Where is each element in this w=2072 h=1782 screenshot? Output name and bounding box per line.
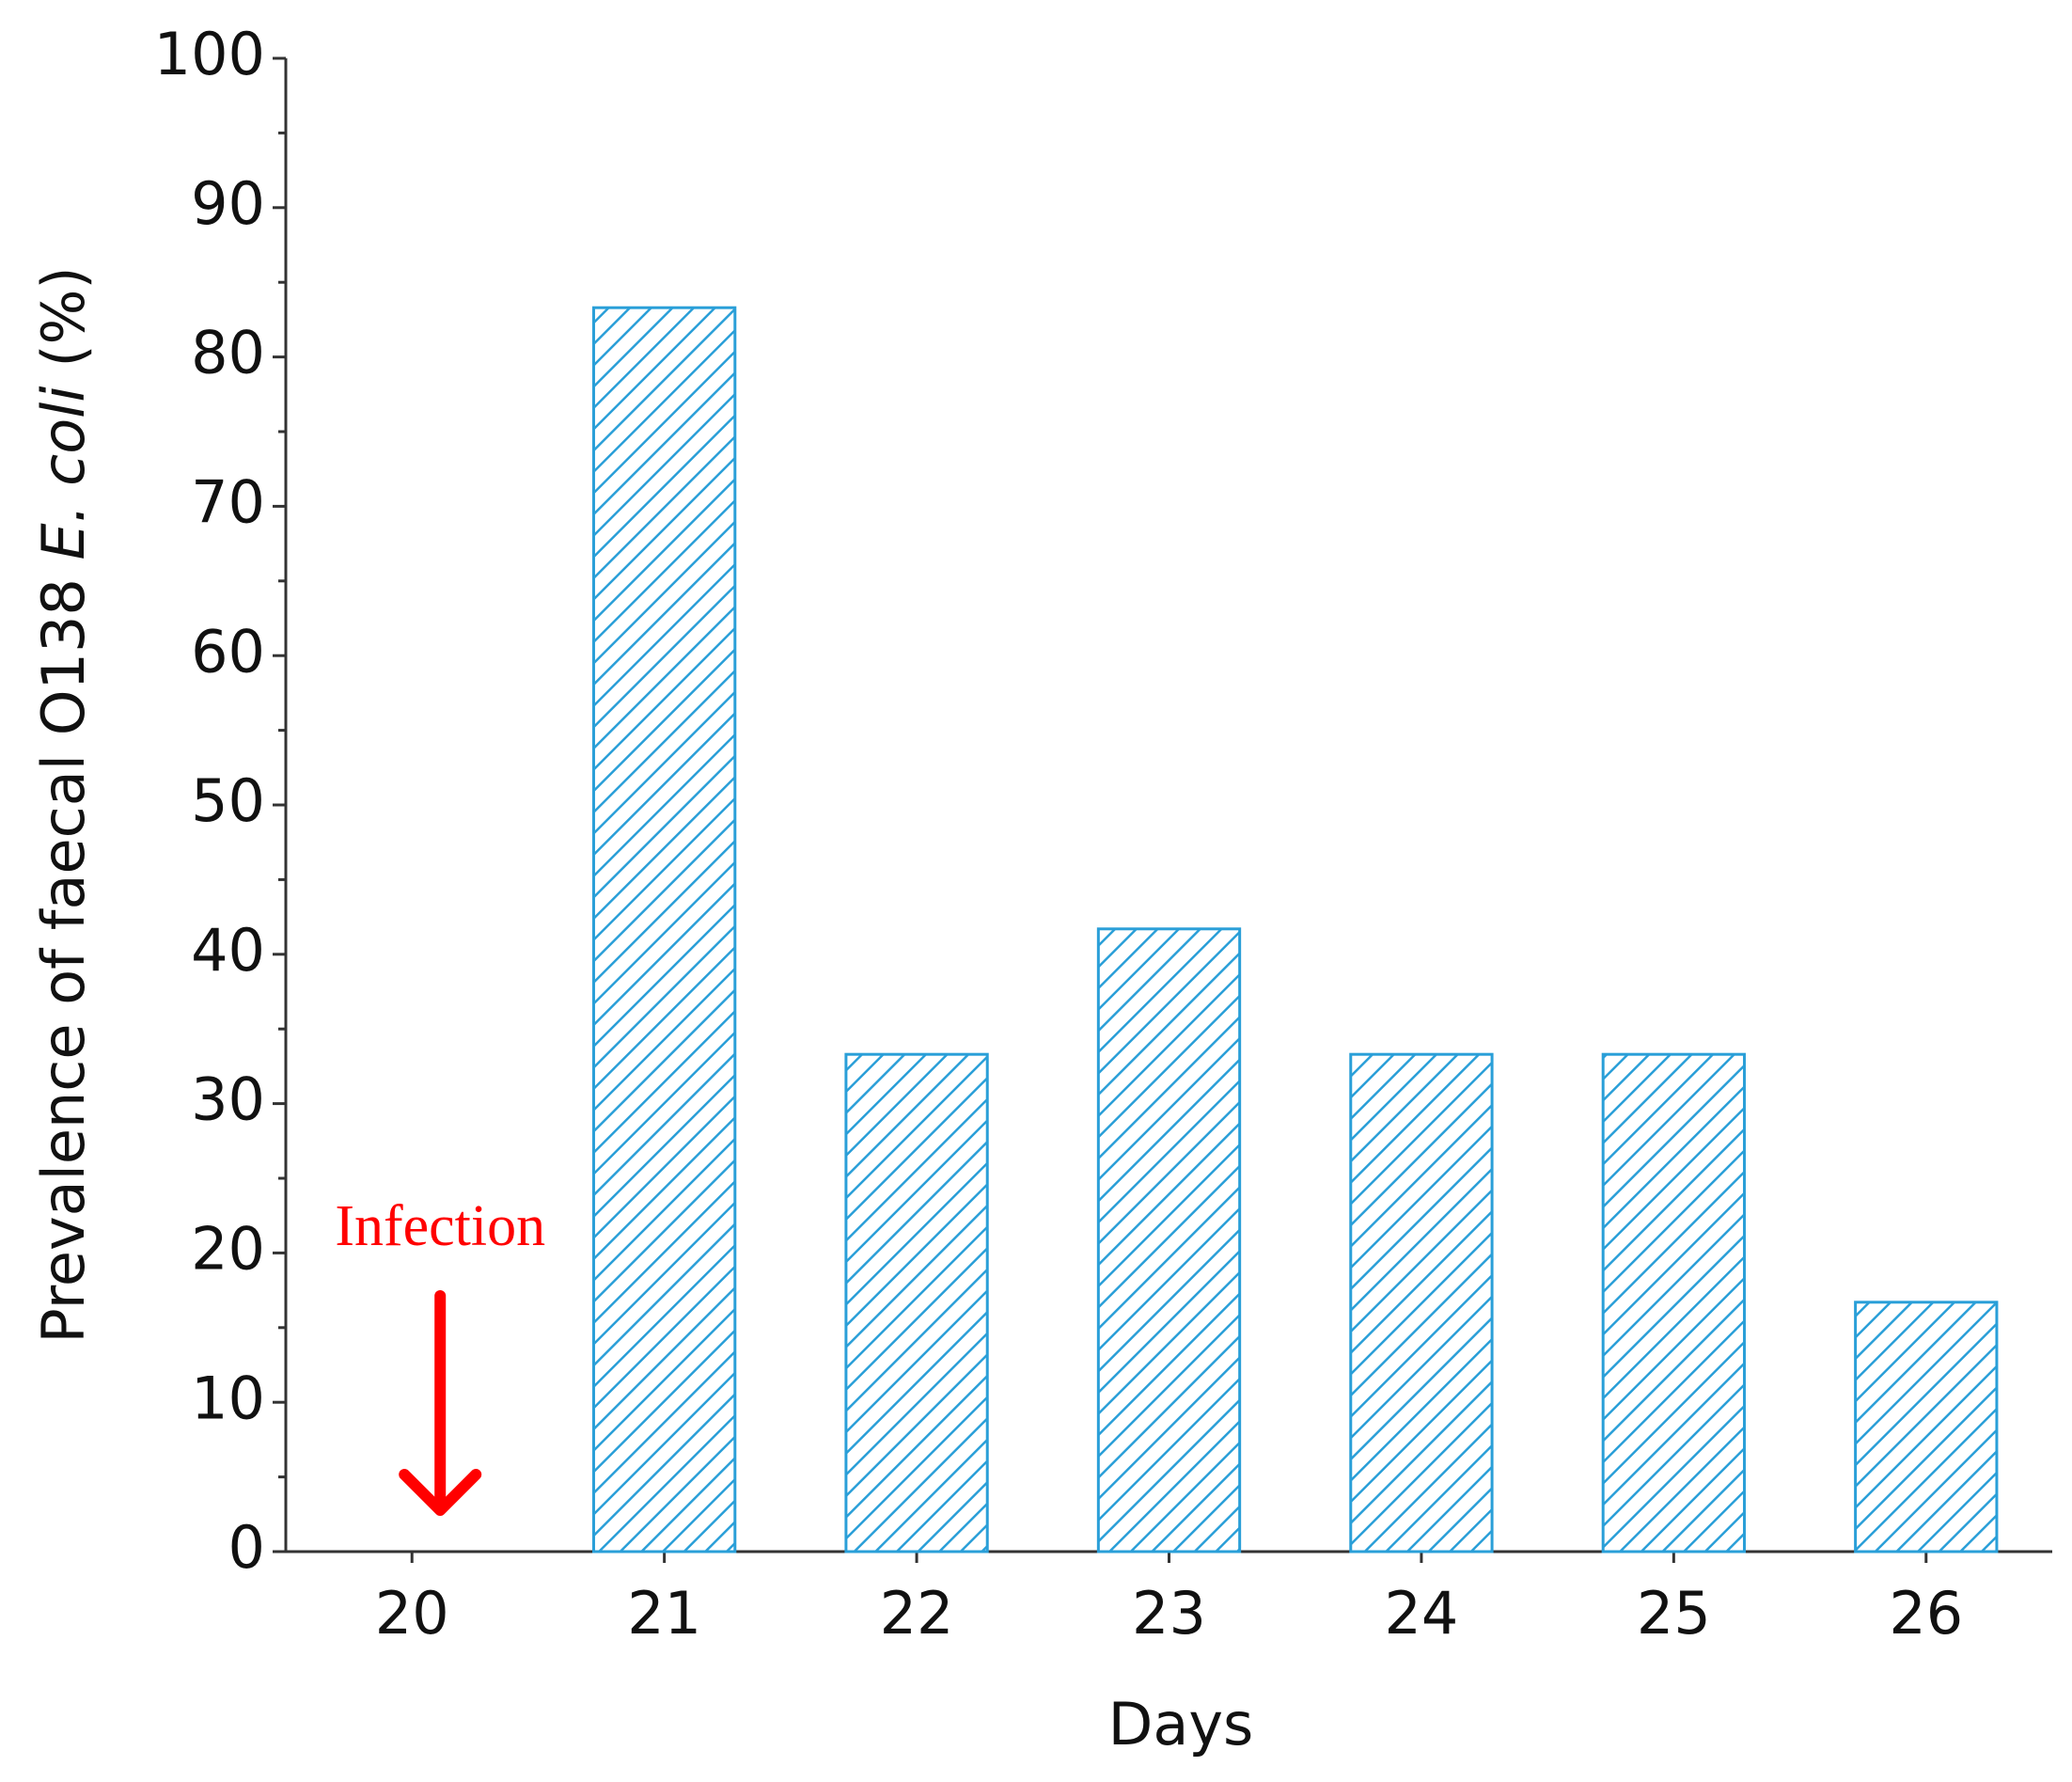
- y-tick-label: 100: [154, 20, 265, 88]
- x-tick-label: 20: [375, 1579, 449, 1648]
- y-label-text: Prevalence of faecal O138: [29, 560, 98, 1343]
- y-tick-label: 20: [191, 1214, 265, 1283]
- y-tick-label: 80: [191, 319, 265, 387]
- x-tick-label: 22: [880, 1579, 954, 1648]
- x-tick-label: 24: [1384, 1579, 1458, 1648]
- bar: [591, 306, 737, 1553]
- y-tick-label: 90: [191, 169, 265, 238]
- x-tick-label: 23: [1132, 1579, 1206, 1648]
- bar: [1096, 927, 1242, 1553]
- bar: [1601, 1052, 1747, 1553]
- x-tick-label: 21: [627, 1579, 701, 1648]
- y-tick-label: 60: [191, 617, 265, 686]
- x-axis-label: Days: [1108, 1690, 1254, 1758]
- y-label-text: (%): [29, 266, 98, 386]
- y-tick-label: 0: [228, 1513, 265, 1582]
- y-label-italic: E. coli: [29, 386, 98, 560]
- x-tick-label: 26: [1889, 1579, 1963, 1648]
- bar: [844, 1052, 989, 1553]
- y-tick-label: 50: [191, 766, 265, 835]
- y-axis-label: Prevalence of faecal O138 E. coli (%): [29, 266, 98, 1343]
- bar: [1854, 1301, 1999, 1553]
- x-tick-label: 25: [1637, 1579, 1711, 1648]
- y-tick-label: 70: [191, 467, 265, 536]
- bar: [1349, 1052, 1494, 1553]
- annotation-text: Infection: [335, 1194, 545, 1258]
- y-tick-label: 40: [191, 916, 265, 985]
- y-tick-label: 30: [191, 1065, 265, 1134]
- annotation-arrowhead: [399, 1469, 482, 1516]
- y-tick-label: 10: [191, 1364, 265, 1432]
